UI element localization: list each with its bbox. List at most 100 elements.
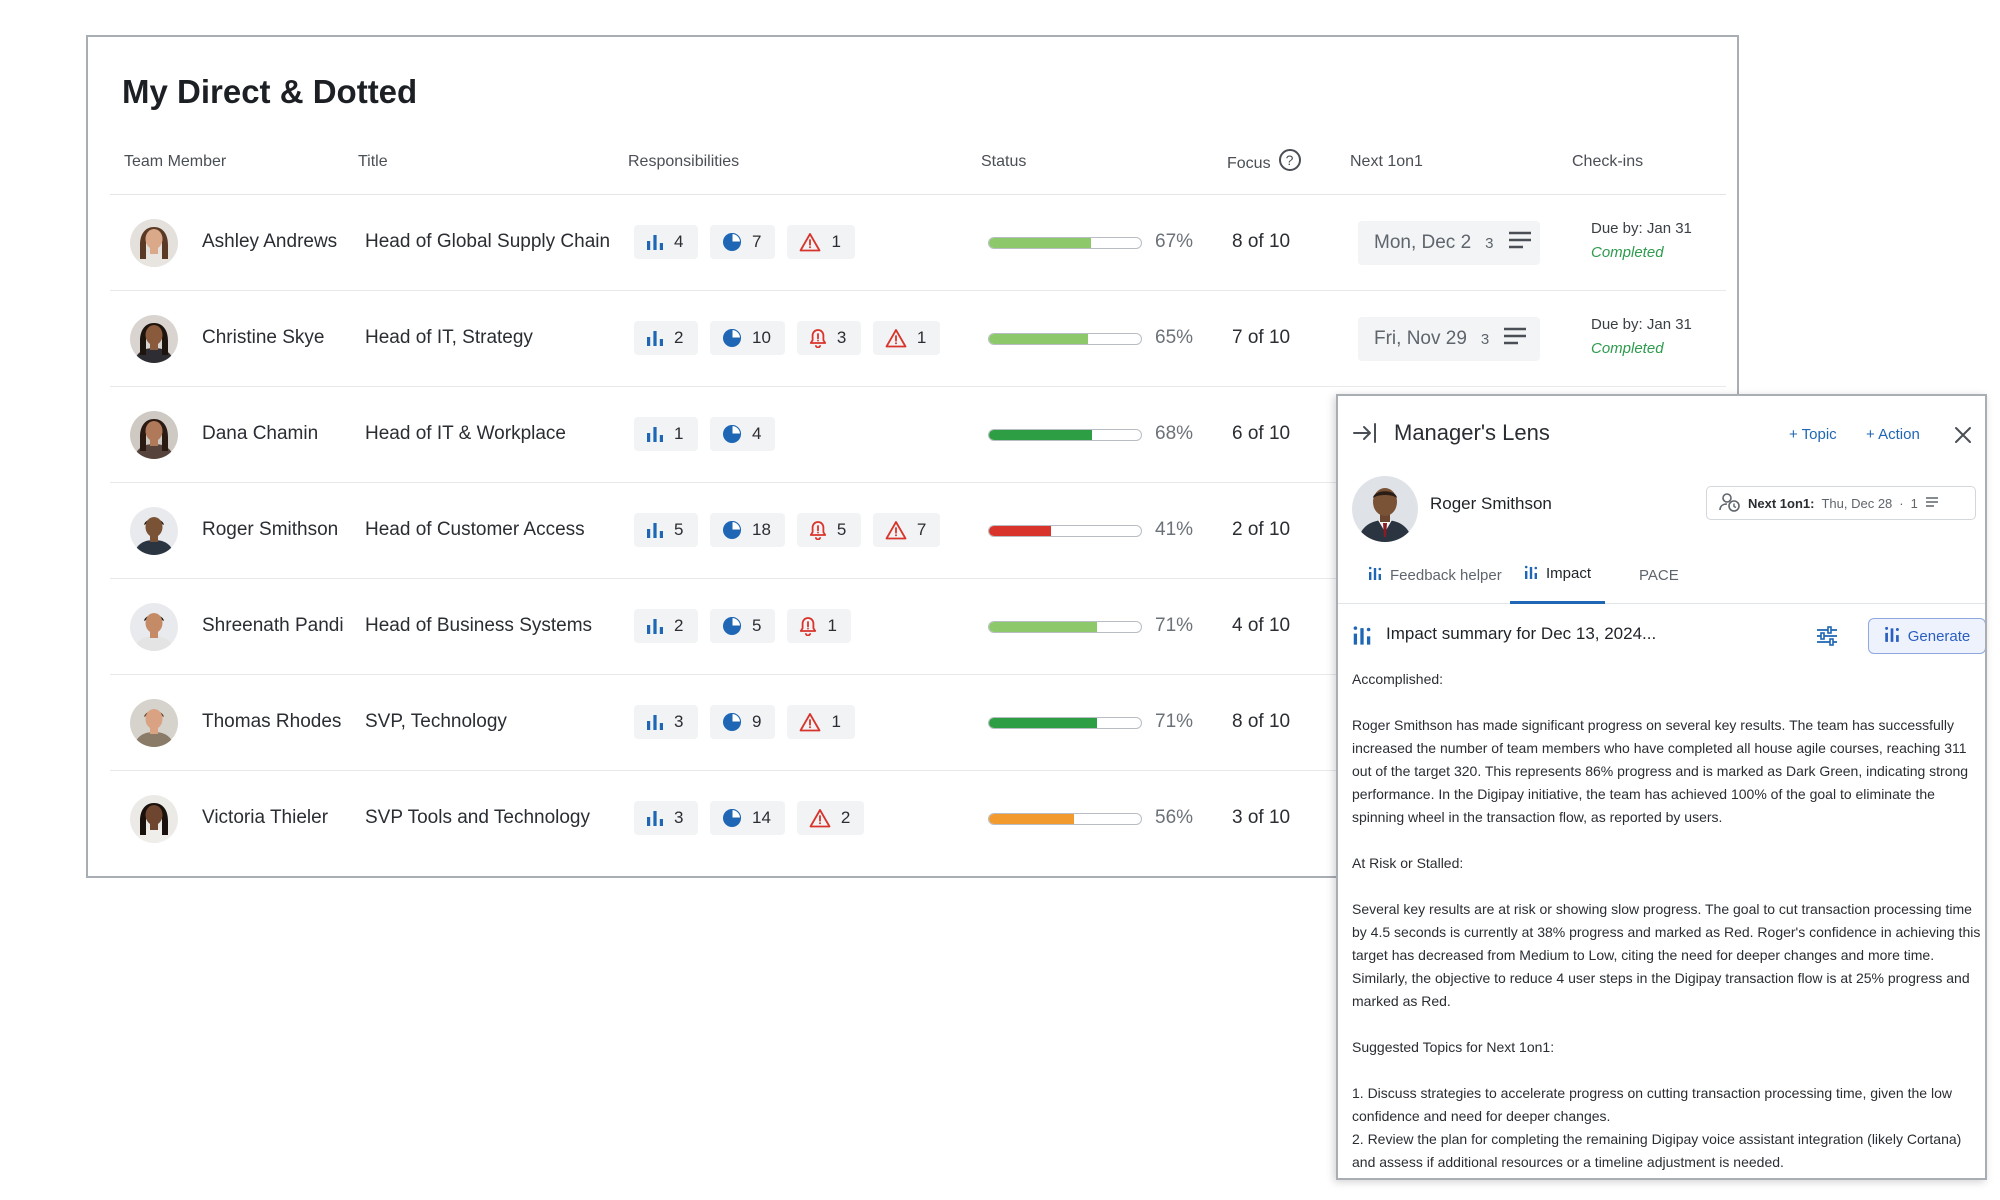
key-results-chip[interactable]: 5 [634,513,698,547]
table-row[interactable]: Ashley Andrews Head of Global Supply Cha… [110,195,1726,291]
checkin-status[interactable]: Due by: Jan 31 Completed [1591,217,1692,265]
key-results-chip[interactable]: 3 [634,801,698,835]
table-row[interactable]: Thomas Rhodes SVP, Technology 3 9 1 71% 8 … [110,675,1726,771]
responsibilities: 3 9 1 [634,705,855,741]
col-next-1on1[interactable]: Next 1on1 [1350,153,1423,170]
accomplished-heading: Accomplished: [1352,671,1444,687]
next-label: Next 1on1: [1748,495,1815,511]
col-focus-label: Focus [1227,155,1271,173]
risks-chip[interactable]: 7 [872,513,941,547]
table-row[interactable]: Shreenath Pandi Head of Business Systems… [110,579,1726,675]
alerts-chip[interactable]: 1 [787,609,852,643]
lens-tabs: Feedback helper Impact PACE [1338,546,1985,604]
risk-text: Several key results are at risk or showi… [1352,901,1981,1009]
impact-summary-title[interactable]: Impact summary for Dec 13, 2024... [1386,624,1657,643]
col-focus[interactable]: Focus? [1227,149,1301,175]
key-results-chip[interactable]: 4 [634,225,698,259]
next-1on1-button[interactable]: Fri, Nov 29 3 [1358,317,1540,361]
col-responsibilities[interactable]: Responsibilities [628,153,740,170]
checkin-status[interactable]: Due by: Jan 31 Completed [1591,313,1692,361]
col-status[interactable]: Status [981,153,1027,170]
sparkle-bars-icon [1368,565,1382,585]
objectives-chip[interactable]: 4 [710,417,776,451]
agenda-icon [1503,327,1527,351]
close-icon[interactable] [1954,426,1972,449]
tab-feedback-helper[interactable]: Feedback helper [1368,546,1502,604]
risks-chip[interactable]: 2 [796,801,865,835]
member-title: SVP Tools and Technology [365,807,591,828]
lens-header: Manager's Lens + Topic + Action [1338,396,1985,466]
col-title[interactable]: Title [358,153,388,170]
chip-count: 10 [752,328,771,347]
add-action-button[interactable]: + Action [1866,426,1920,443]
risk-heading: At Risk or Stalled: [1352,855,1464,871]
chip-count: 5 [836,520,847,539]
chip-count: 3 [674,808,684,827]
add-topic-button[interactable]: + Topic [1789,426,1837,443]
next-date: Thu, Dec 28 [1821,495,1893,511]
warning-triangle-icon [799,712,821,732]
member-name[interactable]: Shreenath Pandi [202,615,344,636]
key-results-chip[interactable]: 2 [634,609,698,643]
status-progress-fill [989,622,1097,632]
status-progress-bar [988,429,1142,441]
member-name[interactable]: Thomas Rhodes [202,711,342,732]
focus-value: 2 of 10 [1232,519,1291,540]
bell-alert-icon [799,616,817,636]
risks-chip[interactable]: 1 [787,225,855,259]
next-1on1-button[interactable]: Mon, Dec 2 3 [1358,221,1540,265]
alerts-chip[interactable]: 3 [796,321,861,355]
risks-chip[interactable]: 1 [787,705,855,739]
chip-count: 7 [752,232,762,251]
status-progress-fill [989,526,1052,536]
member-name[interactable]: Ashley Andrews [202,231,338,252]
generate-button[interactable]: Generate [1868,618,1985,654]
member-title: Head of Business Systems [365,615,593,636]
collapse-panel-icon[interactable] [1352,422,1378,449]
status-progress-fill [989,334,1088,344]
bar-chart-icon [646,809,664,827]
impact-summary-bar: Impact summary for Dec 13, 2024... Gener… [1338,610,1985,658]
objectives-chip[interactable]: 18 [710,513,785,547]
member-name[interactable]: Dana Chamin [202,423,319,444]
col-team-member[interactable]: Team Member [124,153,227,170]
alerts-chip[interactable]: 5 [796,513,861,547]
bar-chart-icon [646,713,664,731]
pie-chart-icon [722,808,742,828]
tab-pace[interactable]: PACE [1639,546,1679,604]
chip-count: 1 [831,232,841,251]
help-icon[interactable]: ? [1278,149,1301,171]
key-results-chip[interactable]: 3 [634,705,698,739]
objectives-chip[interactable]: 10 [710,321,785,355]
tab-impact[interactable]: Impact [1510,546,1606,604]
next-1on1-pill[interactable]: Next 1on1: Thu, Dec 28 · 1 [1706,486,1976,520]
chip-count: 2 [674,328,684,347]
col-checkins[interactable]: Check-ins [1572,153,1644,170]
member-title: Head of IT, Strategy [365,327,533,348]
bar-chart-icon [646,425,664,443]
objectives-chip[interactable]: 7 [710,225,776,259]
status-progress-bar [988,621,1142,633]
pie-chart-icon [722,424,742,444]
table-row[interactable]: Victoria Thieler SVP Tools and Technolog… [110,771,1726,867]
member-name[interactable]: Roger Smithson [202,519,339,540]
member-name[interactable]: Victoria Thieler [202,807,329,828]
objectives-chip[interactable]: 9 [710,705,776,739]
chip-count: 1 [827,616,837,635]
objectives-chip[interactable]: 14 [710,801,785,835]
topic-item: 1. Discuss strategies to accelerate prog… [1352,1085,1952,1124]
table-row[interactable]: Christine Skye Head of IT, Strategy 2 10 3… [110,291,1726,387]
avatar [130,795,178,843]
objectives-chip[interactable]: 5 [710,609,776,643]
key-results-chip[interactable]: 1 [634,417,698,451]
risks-chip[interactable]: 1 [872,321,941,355]
key-results-chip[interactable]: 2 [634,321,698,355]
avatar [1352,476,1418,542]
table-row[interactable]: Roger Smithson Head of Customer Access 5… [110,483,1726,579]
focus-value: 6 of 10 [1232,423,1291,444]
settings-sliders-icon[interactable] [1815,626,1839,651]
member-name[interactable]: Christine Skye [202,327,325,348]
sparkle-bars-icon [1352,624,1372,651]
